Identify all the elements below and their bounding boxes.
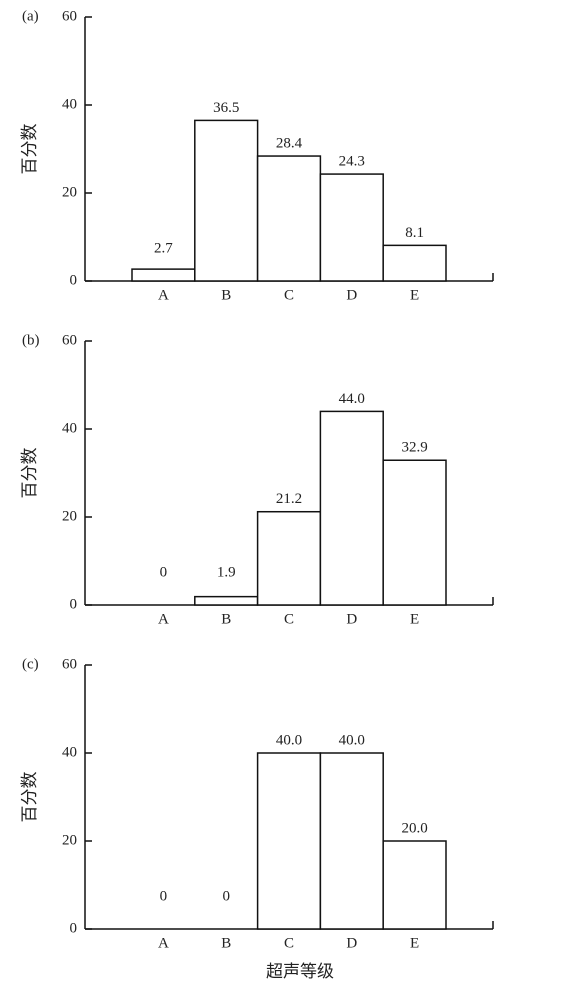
- data-label: 2.7: [154, 240, 173, 256]
- bar: [194, 119, 259, 282]
- bar: [382, 244, 447, 282]
- x-tick-label: A: [158, 611, 169, 627]
- x-tick-label: D: [346, 611, 357, 627]
- y-tick-label: 0: [70, 596, 78, 612]
- x-tick-label: E: [410, 611, 419, 627]
- bar: [256, 155, 322, 282]
- x-tick-label: A: [158, 287, 169, 303]
- y-tick-label: 40: [62, 744, 77, 760]
- bar: [194, 595, 259, 606]
- x-tick-label: C: [284, 611, 294, 627]
- x-tick-label: B: [221, 935, 231, 951]
- y-tick-label: 40: [62, 96, 77, 112]
- x-tick-label: B: [221, 287, 231, 303]
- y-tick-label: 60: [62, 656, 77, 672]
- bar: [382, 459, 447, 606]
- y-tick-label: 0: [70, 272, 78, 288]
- x-tick-label: B: [221, 611, 231, 627]
- y-axis-label: 百分数: [20, 124, 40, 175]
- data-label: 0: [160, 564, 168, 580]
- panel-label: (b): [22, 332, 40, 348]
- x-tick-label: A: [158, 935, 169, 951]
- x-tick-label: D: [346, 935, 357, 951]
- data-label: 40.0: [276, 732, 302, 748]
- data-label: 21.2: [276, 491, 302, 507]
- x-tick-label: C: [284, 935, 294, 951]
- bar: [131, 268, 196, 282]
- data-label: 8.1: [405, 225, 424, 241]
- x-tick-label: C: [284, 287, 294, 303]
- bar: [319, 173, 384, 282]
- y-axis-label: 百分数: [20, 448, 40, 499]
- bar: [256, 510, 322, 606]
- data-label: 36.5: [213, 100, 239, 116]
- bar: [319, 752, 384, 930]
- bar: [382, 840, 447, 930]
- y-tick-label: 60: [62, 332, 77, 348]
- data-label: 40.0: [339, 732, 365, 748]
- x-axis-label: 超声等级: [266, 962, 334, 982]
- panel-label: (a): [22, 8, 39, 24]
- y-tick-label: 40: [62, 420, 77, 436]
- x-tick-label: E: [410, 287, 419, 303]
- data-label: 28.4: [276, 135, 303, 151]
- data-label: 24.3: [339, 154, 365, 170]
- bar: [319, 410, 384, 606]
- y-axis-label: 百分数: [20, 772, 40, 823]
- data-label: 0: [222, 888, 230, 904]
- data-label: 20.0: [401, 820, 427, 836]
- x-tick-label: E: [410, 935, 419, 951]
- y-tick-label: 20: [62, 832, 77, 848]
- panel-label: (c): [22, 656, 39, 672]
- data-label: 32.9: [401, 440, 427, 456]
- x-tick-label: D: [346, 287, 357, 303]
- y-tick-label: 0: [70, 920, 78, 936]
- data-label: 1.9: [217, 564, 236, 580]
- y-tick-label: 60: [62, 8, 77, 24]
- data-label: 44.0: [339, 391, 365, 407]
- y-tick-label: 20: [62, 184, 77, 200]
- y-tick-label: 20: [62, 508, 77, 524]
- data-label: 0: [160, 888, 168, 904]
- bar: [256, 752, 322, 930]
